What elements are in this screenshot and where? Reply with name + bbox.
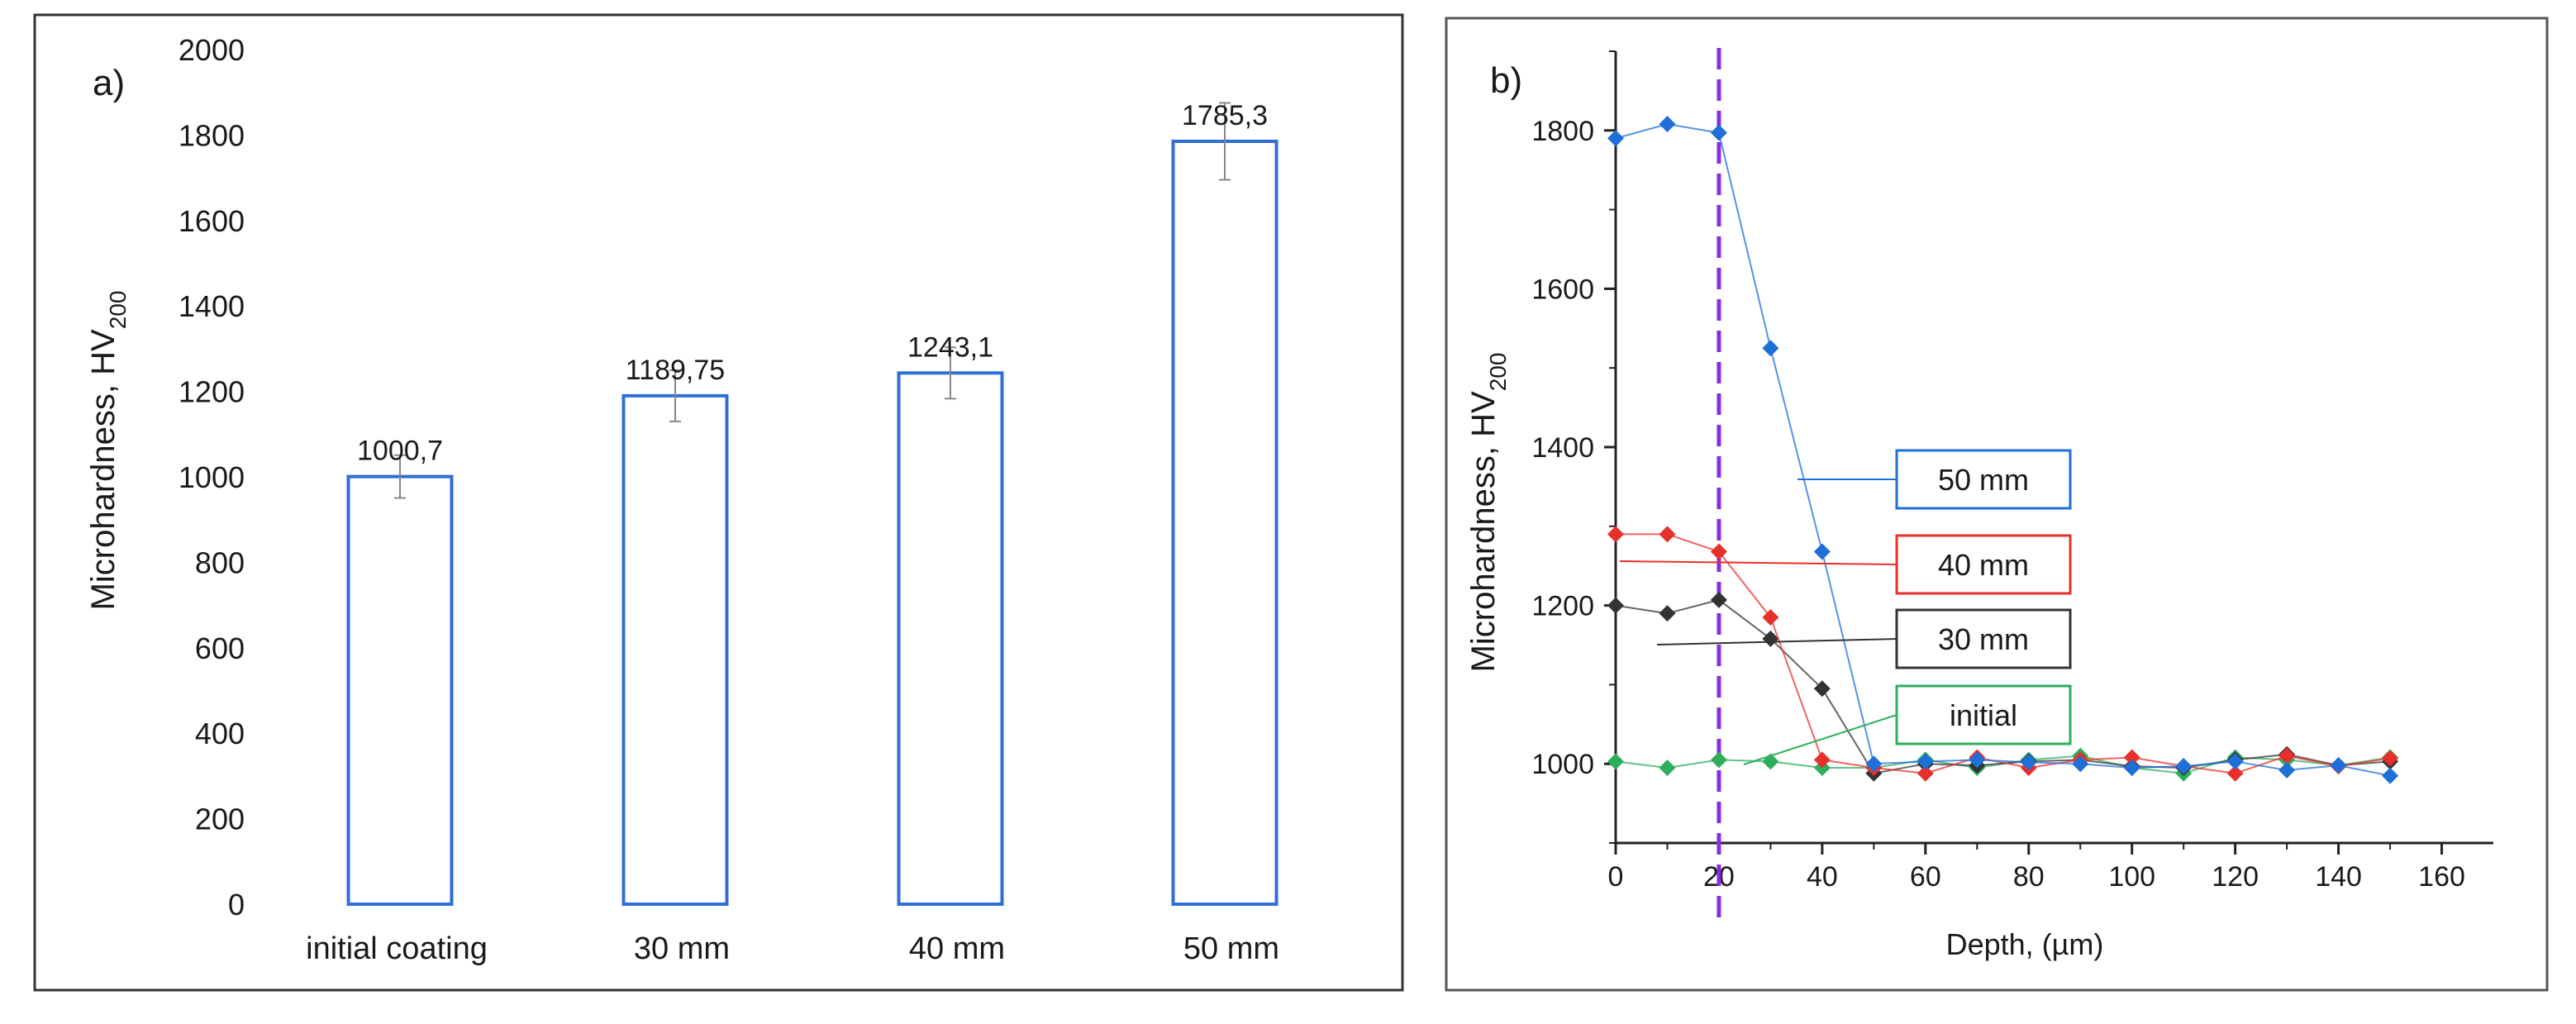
panel-a-category-label-1: 30 mm — [634, 931, 730, 966]
panel-b-label: b) — [1490, 60, 1522, 101]
panel-a-y-tick-1600: 1600 — [179, 204, 245, 238]
series-point-40-mm-12 — [2226, 764, 2244, 782]
legend-leader-30-mm — [1656, 638, 1897, 645]
series-point-50-mm-9 — [2072, 755, 2089, 773]
panel-a-y-tick-400: 400 — [195, 717, 245, 750]
panel-b-line-chart: b) Microhardness, HV200 Depth, (µm) 0204… — [1445, 17, 2549, 992]
panel-a-label: a) — [93, 63, 125, 103]
panel-a-category-label-3: 50 mm — [1183, 931, 1279, 966]
panel-a-frame — [33, 13, 1404, 992]
panel-b-x-tick-100: 100 — [2108, 861, 2155, 893]
series-point-40-mm-4 — [1813, 751, 1831, 769]
series-point-50-mm-0 — [1607, 130, 1624, 147]
panel-a-y-tick-2000: 2000 — [179, 33, 245, 67]
panel-b-x-axis-label: Depth, (µm) — [1946, 927, 2104, 961]
panel-a-bar-3 — [1171, 139, 1278, 907]
series-point-initial-1 — [1659, 759, 1676, 776]
series-point-50-mm-4 — [1813, 543, 1831, 560]
series-point-50-mm-3 — [1762, 340, 1779, 357]
series-point-40-mm-2 — [1710, 543, 1727, 560]
legend-box-50-mm — [1895, 449, 2072, 510]
series-point-40-mm-6 — [1917, 764, 1934, 782]
legend-label-initial: initial — [1950, 698, 2017, 732]
panel-a-bar-chart: a) Microhardness, HV200 0 200 400 600 800 100… — [33, 13, 1404, 992]
series-point-30-mm-2 — [1710, 591, 1727, 608]
panel-a-bar-1 — [621, 393, 729, 907]
series-point-50-mm-6 — [1917, 753, 1934, 770]
panel-b-frame — [1445, 17, 2549, 992]
series-point-initial-2 — [1710, 751, 1727, 769]
series-point-40-mm-3 — [1762, 608, 1779, 626]
panel-b-x-tick-80: 80 — [2013, 861, 2045, 893]
legend-label-40-mm: 40 mm — [1938, 548, 2029, 582]
series-point-40-mm-13 — [2278, 747, 2296, 764]
panel-b-x-tick-0: 0 — [1608, 861, 1624, 893]
series-line-initial — [1615, 755, 2391, 774]
panel-a-category-label-2: 40 mm — [909, 931, 1005, 966]
series-point-50-mm-2 — [1710, 124, 1727, 141]
panel-b-axes: 0204060801001201401601000120014001600180… — [1531, 48, 2493, 919]
legend-box-30-mm — [1895, 608, 2072, 669]
legend-label-30-mm: 30 mm — [1938, 622, 2029, 656]
series-point-initial-0 — [1607, 753, 1624, 770]
panel-a-value-label-1: 1189,75 — [626, 355, 725, 386]
panel-a-bars: 1000,7 initial coating 1189,75 30 mm 1243,1 4… — [306, 100, 1279, 966]
panel-a-y-tick-1800: 1800 — [179, 118, 245, 152]
series-point-40-mm-1 — [1659, 526, 1676, 543]
series-point-50-mm-1 — [1659, 116, 1676, 133]
panel-a-y-tick-800: 800 — [195, 545, 245, 579]
panel-a-y-tick-1000: 1000 — [179, 460, 245, 494]
panel-a-y-tick-1400: 1400 — [179, 289, 245, 323]
panel-a-category-label-0: initial coating — [306, 931, 488, 966]
series-point-50-mm-15 — [2382, 767, 2399, 784]
series-point-50-mm-14 — [2330, 757, 2347, 774]
panel-b-y-tick-1200: 1200 — [1531, 591, 1594, 622]
series-point-50-mm-11 — [2175, 758, 2193, 775]
panel-a-bar-2 — [897, 371, 1004, 906]
panel-a-y-tick-1200: 1200 — [179, 375, 245, 409]
legend-label-50-mm: 50 mm — [1938, 463, 2029, 497]
series-point-40-mm-0 — [1607, 526, 1624, 543]
panel-a-y-axis-label: Microhardness, HV200 — [85, 291, 131, 611]
series-point-30-mm-0 — [1607, 597, 1624, 614]
panel-b-x-tick-40: 40 — [1807, 861, 1838, 893]
panel-b-legend: 50 mm 40 mm 30 mm initial — [1619, 449, 2072, 765]
panel-a-value-label-3: 1785,3 — [1182, 100, 1268, 131]
legend-leader-initial — [1743, 714, 1897, 765]
series-point-50-mm-5 — [1865, 755, 1883, 773]
panel-b-y-axis-label: Microhardness, HV200 — [1465, 353, 1511, 673]
legend-box-initial — [1895, 684, 2072, 745]
panel-b-y-tick-1600: 1600 — [1531, 274, 1594, 305]
series-point-30-mm-4 — [1813, 680, 1831, 698]
panel-b-y-tick-1400: 1400 — [1531, 432, 1594, 464]
panel-b-x-tick-120: 120 — [2212, 861, 2259, 893]
panel-a-value-label-2: 1243,1 — [907, 331, 993, 363]
panel-b-x-tick-160: 160 — [2418, 861, 2465, 893]
panel-a-y-tick-200: 200 — [195, 803, 245, 836]
series-line-50-mm — [1615, 123, 2391, 777]
series-point-50-mm-8 — [2020, 754, 2037, 771]
panel-a-y-tick-0: 0 — [228, 888, 245, 922]
series-line-40-mm — [1616, 533, 2391, 774]
panel-a-value-label-0: 1000,7 — [357, 436, 443, 467]
panel-b-series — [1607, 116, 2399, 784]
panel-a-y-tick-600: 600 — [195, 631, 245, 665]
series-point-50-mm-12 — [2226, 753, 2244, 770]
panel-b-y-tick-1000: 1000 — [1531, 749, 1594, 780]
panel-b-x-tick-60: 60 — [1910, 861, 1941, 893]
series-point-40-mm-15 — [2382, 750, 2399, 767]
series-point-50-mm-10 — [2123, 759, 2140, 776]
legend-leader-40-mm — [1619, 560, 1897, 565]
series-point-40-mm-10 — [2123, 749, 2140, 766]
panel-b-y-tick-1800: 1800 — [1531, 116, 1594, 147]
series-point-30-mm-1 — [1659, 605, 1676, 622]
panel-a-y-ticks: 0 200 400 600 800 1000 1200 1400 1600 1800 2000 — [179, 33, 245, 922]
series-point-50-mm-13 — [2278, 761, 2296, 779]
legend-box-40-mm — [1895, 534, 2072, 595]
series-point-30-mm-3 — [1762, 630, 1779, 647]
panel-b-x-tick-140: 140 — [2315, 861, 2362, 893]
series-point-50-mm-7 — [1969, 751, 1986, 769]
panel-a-bar-0 — [346, 474, 454, 906]
